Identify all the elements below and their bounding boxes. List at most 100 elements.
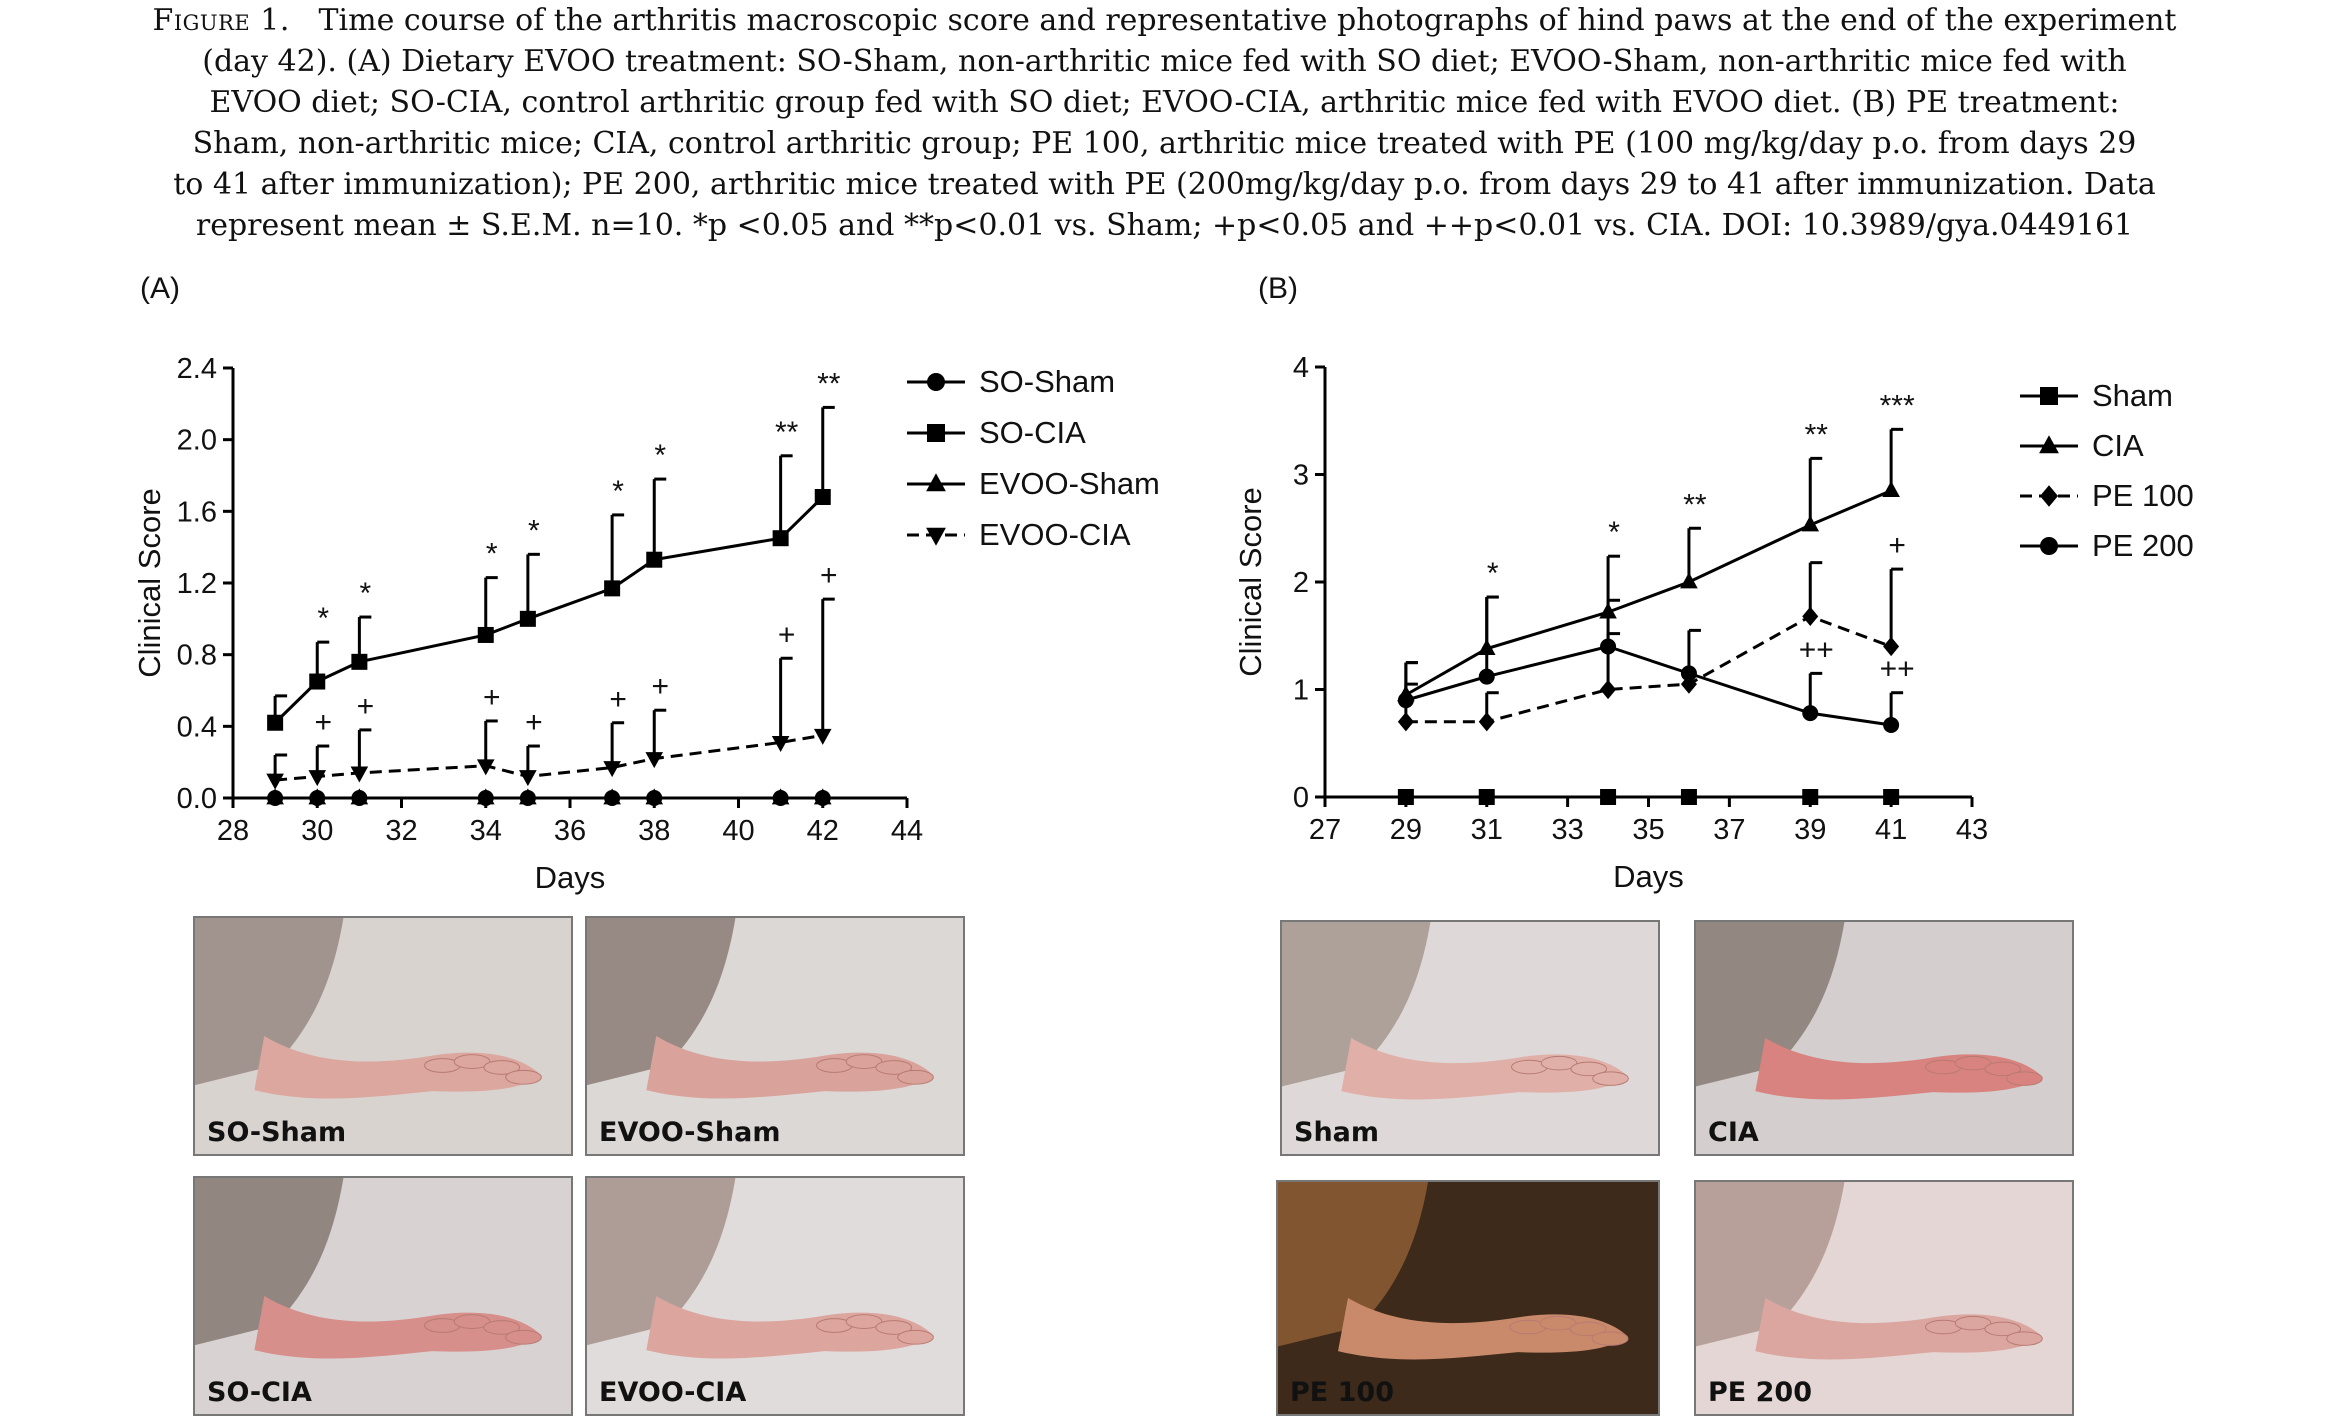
toe-shape <box>1592 1071 1629 1086</box>
data-point <box>267 714 284 731</box>
data-point <box>1680 665 1697 682</box>
photo-label: Sham <box>1294 1117 1380 1148</box>
axes: 28 30 32 34 36 38 40 42 44 0.0 0.4 0.8 1.2 1.6 2.0 2.4 D… <box>132 353 923 895</box>
toe-shape <box>1540 1055 1578 1071</box>
data-point <box>1600 679 1617 700</box>
legend-label: Sham <box>2092 378 2173 413</box>
significance-label: * <box>317 602 329 635</box>
significance-label: ++ <box>1799 633 1834 666</box>
y-tick-label: 2.4 <box>177 353 217 385</box>
toe-shape <box>1954 1315 1992 1331</box>
photo-label: SO-CIA <box>207 1377 312 1408</box>
legend-label: SO-CIA <box>979 415 1086 450</box>
legend: Sham CIA PE 100 PE 200 <box>2020 378 2194 563</box>
chart-b: 27 29 31 33 35 37 39 41 43 0 1 2 3 4 Days Clinical Scor… <box>1233 352 2194 894</box>
caption-line-5: to 41 after immunization); PE 200, arthr… <box>173 167 2156 202</box>
legend-marker <box>2040 387 2058 405</box>
paw-shape <box>646 1036 934 1099</box>
x-tick-label: 44 <box>891 815 923 847</box>
data-point <box>1478 668 1495 685</box>
toe-shape <box>845 1054 883 1069</box>
fur-shape <box>1696 922 1845 1087</box>
paw-illustration <box>1278 1182 1629 1360</box>
data-point <box>476 788 495 805</box>
caption-line-3: EVOO diet; SO-CIA, control arthritic gro… <box>209 85 2120 120</box>
significance-label: ** <box>1805 418 1829 451</box>
significance-label: + <box>525 706 543 739</box>
legend-marker <box>927 424 945 442</box>
data-point <box>1397 789 1414 805</box>
fur-shape <box>195 1178 344 1346</box>
toe-shape <box>1539 1315 1577 1331</box>
data-point <box>1802 705 1819 722</box>
toe-shape <box>875 1060 913 1075</box>
data-point <box>308 788 327 805</box>
legend-label: PE 100 <box>2092 478 2194 513</box>
toe-shape <box>2006 1331 2043 1346</box>
photo-label: EVOO-Sham <box>599 1117 781 1148</box>
data-point <box>1680 572 1698 589</box>
significance-label: + <box>1888 529 1906 562</box>
fur-shape <box>587 1178 736 1346</box>
toe-shape <box>1570 1061 1608 1077</box>
data-point <box>1883 716 1900 733</box>
panel-a-label: (A) <box>140 272 180 305</box>
paw-photo: SO-CIA <box>193 1176 573 1416</box>
y-tick-label: 0.0 <box>177 783 217 815</box>
significance-label: * <box>486 538 498 571</box>
series-cia: ********* <box>1397 389 1915 702</box>
series-line <box>274 495 824 724</box>
legend-label: EVOO-Sham <box>979 466 1160 501</box>
significance-label: + <box>314 706 332 739</box>
paw-photo: EVOO-CIA <box>585 1176 965 1416</box>
x-tick-label: 31 <box>1471 814 1503 846</box>
significance-label: * <box>1487 557 1499 590</box>
paw-shape <box>1755 1038 2043 1100</box>
data-point <box>477 626 494 643</box>
paw-illustration <box>195 1178 542 1359</box>
data-point <box>646 551 663 568</box>
data-point <box>476 759 495 776</box>
x-tick-label: 33 <box>1551 814 1583 846</box>
x-tick-label: 30 <box>301 815 333 847</box>
data-point <box>266 773 284 790</box>
significance-label: * <box>360 577 372 610</box>
paw-photo: CIA <box>1694 920 2074 1156</box>
legend-label: EVOO-CIA <box>979 517 1131 552</box>
paw-shape <box>1755 1298 2043 1360</box>
significance-label: + <box>651 670 669 703</box>
legend-marker <box>2039 435 2059 454</box>
data-point <box>266 788 284 805</box>
fur-shape <box>1282 922 1431 1087</box>
data-point <box>1802 789 1819 805</box>
paw-shape <box>254 1296 542 1359</box>
data-point <box>813 728 832 745</box>
paw-shape <box>1341 1038 1629 1100</box>
toe-shape <box>845 1314 883 1329</box>
toe-shape <box>505 1069 542 1085</box>
photo-label: PE 100 <box>1290 1377 1394 1408</box>
series-so-cia: ********** <box>267 367 841 731</box>
series-evoo-cia: + + + + + + + + <box>266 559 838 790</box>
data-point <box>1882 481 1900 498</box>
data-point <box>309 673 326 690</box>
panel-b-label: (B) <box>1258 272 1298 305</box>
legend-label: PE 200 <box>2092 528 2194 563</box>
paw-illustration <box>1696 922 2043 1100</box>
y-tick-label: 0.4 <box>177 711 217 743</box>
significance-label: * <box>1608 516 1620 549</box>
data-point <box>1397 692 1414 709</box>
data-point <box>350 788 369 805</box>
series-evoo-sham <box>266 788 832 805</box>
data-point <box>1397 712 1414 732</box>
x-tick-label: 27 <box>1309 814 1341 846</box>
x-tick-label: 41 <box>1875 814 1907 846</box>
significance-label: + <box>778 618 796 651</box>
y-tick-label: 2.0 <box>177 425 217 457</box>
legend-marker <box>926 527 946 546</box>
photo-label: EVOO-CIA <box>599 1377 747 1408</box>
caption-line-6: represent mean ± S.E.M. n=10. *p <0.05 a… <box>195 208 2134 243</box>
toe-shape <box>2006 1071 2043 1086</box>
data-point <box>603 788 621 805</box>
data-point <box>771 788 790 805</box>
